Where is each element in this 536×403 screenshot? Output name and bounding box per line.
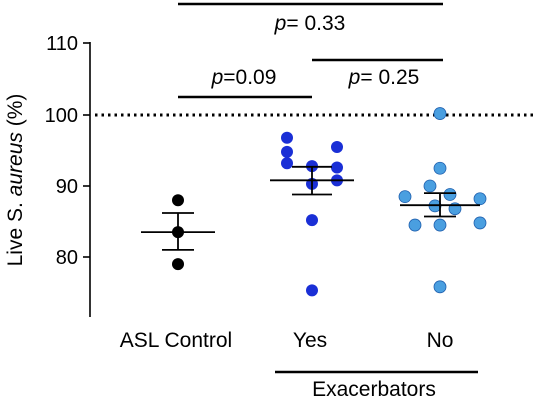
- data-point-yes-10: [306, 284, 318, 297]
- data-point-no-11: [408, 218, 422, 232]
- data-marks: [141, 107, 487, 297]
- comparison-label-yes-no: p= 0.25: [348, 66, 420, 89]
- category-label-yes: Yes: [293, 329, 327, 352]
- category-label-asl-control: ASL Control: [120, 329, 232, 352]
- y-tick-label-110: 110: [46, 33, 78, 55]
- data-point-no-1: [433, 107, 447, 120]
- y-tick-label-90: 90: [56, 176, 78, 198]
- category-label-no: No: [427, 329, 454, 352]
- data-point-yes-9: [306, 214, 318, 227]
- y-tick-label-100: 100: [45, 105, 78, 127]
- data-point-yes-3: [281, 145, 293, 158]
- group-label-exacerbators: Exacerbators: [312, 378, 436, 401]
- data-point-no-12: [433, 280, 447, 294]
- data-point-yes-1: [281, 131, 293, 144]
- data-point-yes-4: [281, 157, 293, 170]
- comparison-label-control-yes: p=0.09: [211, 66, 277, 89]
- data-point-yes-2: [331, 140, 343, 153]
- data-point-yes-5: [331, 161, 343, 174]
- data-point-asl-control-3: [172, 258, 184, 271]
- y-tick-label-80: 80: [56, 247, 78, 269]
- comparison-label-control-no: p= 0.33: [274, 12, 346, 35]
- data-point-no-5: [398, 190, 412, 204]
- data-point-no-4: [443, 188, 457, 201]
- data-point-no-9: [473, 216, 487, 230]
- data-point-asl-control-1: [172, 194, 184, 207]
- y-axis-title: Live S. aureus (%): [4, 94, 27, 267]
- data-point-no-2: [433, 161, 447, 175]
- data-point-no-10: [433, 218, 447, 232]
- data-point-no-3: [423, 179, 437, 193]
- data-point-no-6: [473, 192, 487, 206]
